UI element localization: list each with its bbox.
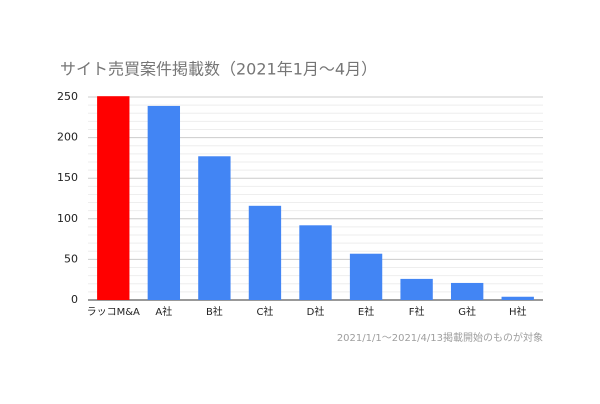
x-tick-label: B社 — [206, 305, 223, 318]
bar — [501, 296, 534, 300]
y-tick-label: 50 — [64, 252, 78, 265]
x-tick-label: G社 — [458, 305, 476, 318]
bar — [147, 105, 181, 300]
x-tick-label: C社 — [256, 305, 273, 318]
y-tick-label: 0 — [71, 293, 78, 306]
y-tick-label: 200 — [57, 131, 78, 144]
bar — [248, 205, 282, 300]
x-tick-label: E社 — [358, 305, 374, 318]
bar — [349, 253, 383, 300]
y-tick-label: 250 — [57, 90, 78, 103]
x-tick-label: A社 — [155, 305, 172, 318]
bar — [299, 225, 332, 300]
x-tick-label: D社 — [307, 305, 325, 318]
bar — [450, 282, 484, 300]
bar — [400, 278, 433, 300]
x-tick-label: F社 — [409, 305, 425, 318]
x-tick-label: ラッコM&A — [87, 306, 140, 318]
chart-title: サイト売買案件掲載数（2021年1月〜4月） — [60, 60, 377, 79]
bar — [198, 156, 231, 300]
x-tick-label: H社 — [509, 305, 527, 318]
footnote: 2021/1/1〜2021/4/13掲載開始のものが対象 — [337, 331, 543, 344]
y-tick-label: 100 — [57, 212, 78, 225]
y-tick-label: 150 — [57, 171, 78, 184]
bar — [97, 96, 130, 300]
